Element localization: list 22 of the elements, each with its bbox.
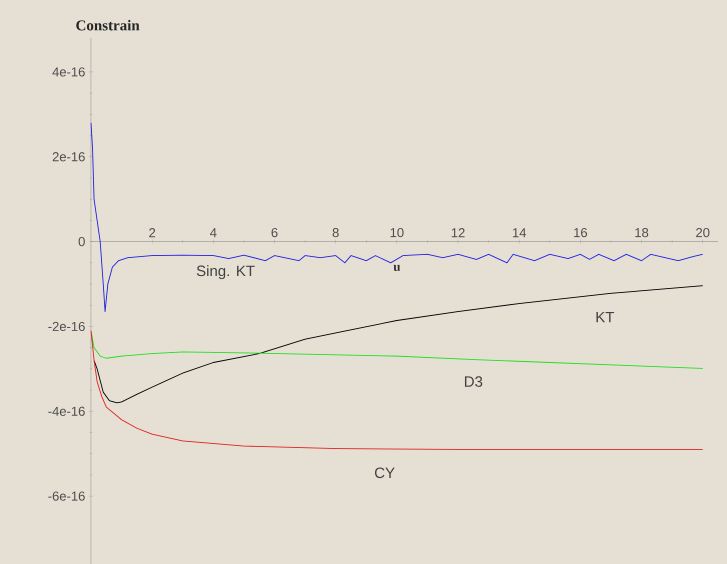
y-axis-title: Constrain — [76, 20, 140, 30]
series-label: Sing. KT — [196, 265, 255, 280]
y-tick-label: -4e-16 — [48, 406, 85, 416]
series-label: KT — [596, 312, 614, 322]
y-tick-label: -2e-16 — [48, 322, 85, 331]
x-tick-label: 4 — [210, 228, 217, 238]
x-tick-label: 6 — [272, 228, 278, 238]
x-tick-label: 12 — [452, 228, 465, 238]
x-tick-label: 18 — [635, 228, 648, 238]
y-tick-label: -6e-16 — [48, 491, 85, 501]
x-tick-label: 2 — [149, 228, 156, 238]
x-tick-label: 10 — [390, 228, 404, 238]
series-label: D3 — [464, 376, 482, 387]
x-tick-label: 8 — [332, 228, 339, 238]
y-tick-label: 2e-16 — [52, 152, 85, 162]
x-tick-label: 20 — [696, 228, 710, 238]
x-axis-title: u — [393, 264, 400, 271]
series-label: CY — [374, 467, 395, 478]
y-tick-label: 0 — [78, 236, 85, 246]
x-tick-label: 14 — [512, 228, 526, 238]
x-tick-label: 16 — [574, 228, 588, 238]
y-tick-label: 4e-16 — [52, 67, 85, 76]
